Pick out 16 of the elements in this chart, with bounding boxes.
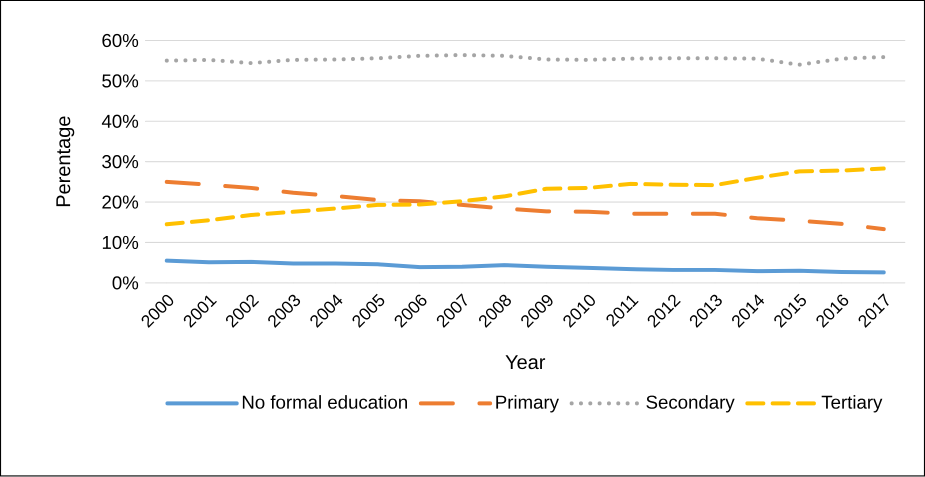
x-axis-title: Year (506, 355, 546, 370)
line-series (164, 53, 886, 67)
y-tick-label: 0% (112, 276, 138, 290)
legend-label: No formal education (242, 395, 407, 410)
legend-label: Secondary (646, 395, 735, 413)
y-tick-label: 60% (102, 34, 138, 48)
legend-label: Tertiary (822, 395, 882, 413)
line-series (164, 258, 886, 275)
y-tick-label: 10% (102, 236, 138, 250)
y-tick-label: 20% (102, 196, 138, 209)
y-tick-label: 50% (102, 74, 138, 88)
y-tick-label: 30% (102, 155, 138, 169)
line-series (164, 166, 886, 227)
legend-label: Primary (496, 395, 559, 413)
y-tick-label: 40% (102, 114, 138, 128)
y-axis-title: Perentage (56, 116, 74, 206)
